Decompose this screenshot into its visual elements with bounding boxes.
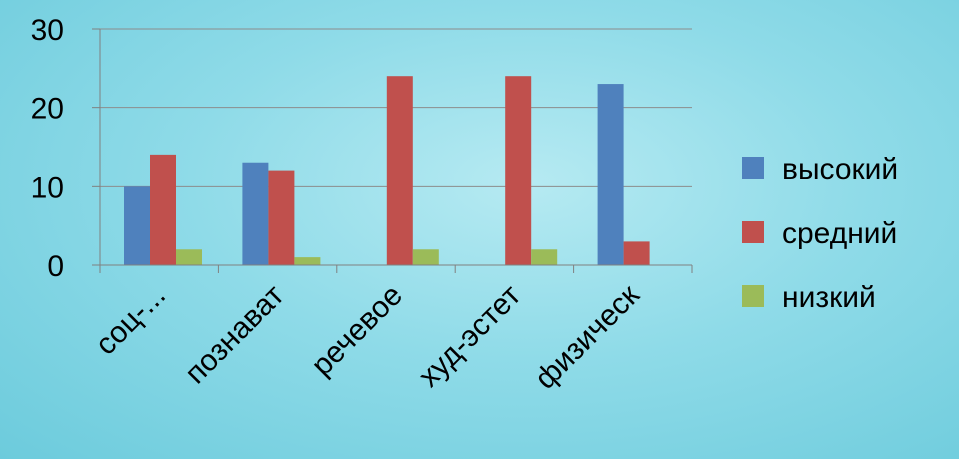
legend-label: высокий <box>782 153 898 186</box>
x-category-label: соц-... <box>89 279 172 362</box>
bar-низкий-0 <box>176 249 202 265</box>
y-tick-label: 30 <box>31 14 64 47</box>
bars <box>124 76 650 265</box>
legend-item-средний: средний <box>742 217 897 250</box>
bar-высокий-0 <box>124 186 150 265</box>
x-category-label: худ-эстет <box>412 278 527 393</box>
y-tick-label: 20 <box>31 93 64 126</box>
bar-средний-2 <box>386 76 413 265</box>
bar-средний-0 <box>150 154 176 265</box>
legend-label: средний <box>782 217 897 250</box>
legend-label: низкий <box>782 281 876 314</box>
y-tick-label: 10 <box>31 171 64 204</box>
x-category-label: речевое <box>305 279 409 383</box>
bar-низкий-3 <box>531 249 558 265</box>
bar-низкий-1 <box>294 257 321 265</box>
bar-средний-4 <box>623 241 650 265</box>
legend-item-высокий: высокий <box>742 153 898 186</box>
bar-высокий-1 <box>242 162 269 265</box>
bar-высокий-4 <box>597 84 624 265</box>
legend-swatch <box>742 157 764 179</box>
y-axis-ticks: 0 10 20 30 <box>31 14 64 283</box>
legend-swatch <box>742 221 764 243</box>
legend-item-низкий: низкий <box>742 281 876 314</box>
bar-средний-3 <box>505 76 532 265</box>
bar-средний-1 <box>268 170 295 265</box>
legend: высокий средний низкий <box>742 153 898 314</box>
legend-swatch <box>742 285 764 307</box>
x-axis-labels: соц-... познават речевое худ-эстет физическ <box>89 278 646 396</box>
x-category-label: познават <box>179 278 291 390</box>
y-tick-label: 0 <box>47 250 64 283</box>
bar-низкий-2 <box>412 249 439 265</box>
x-axis <box>92 29 693 273</box>
x-category-label: физическ <box>529 278 647 396</box>
